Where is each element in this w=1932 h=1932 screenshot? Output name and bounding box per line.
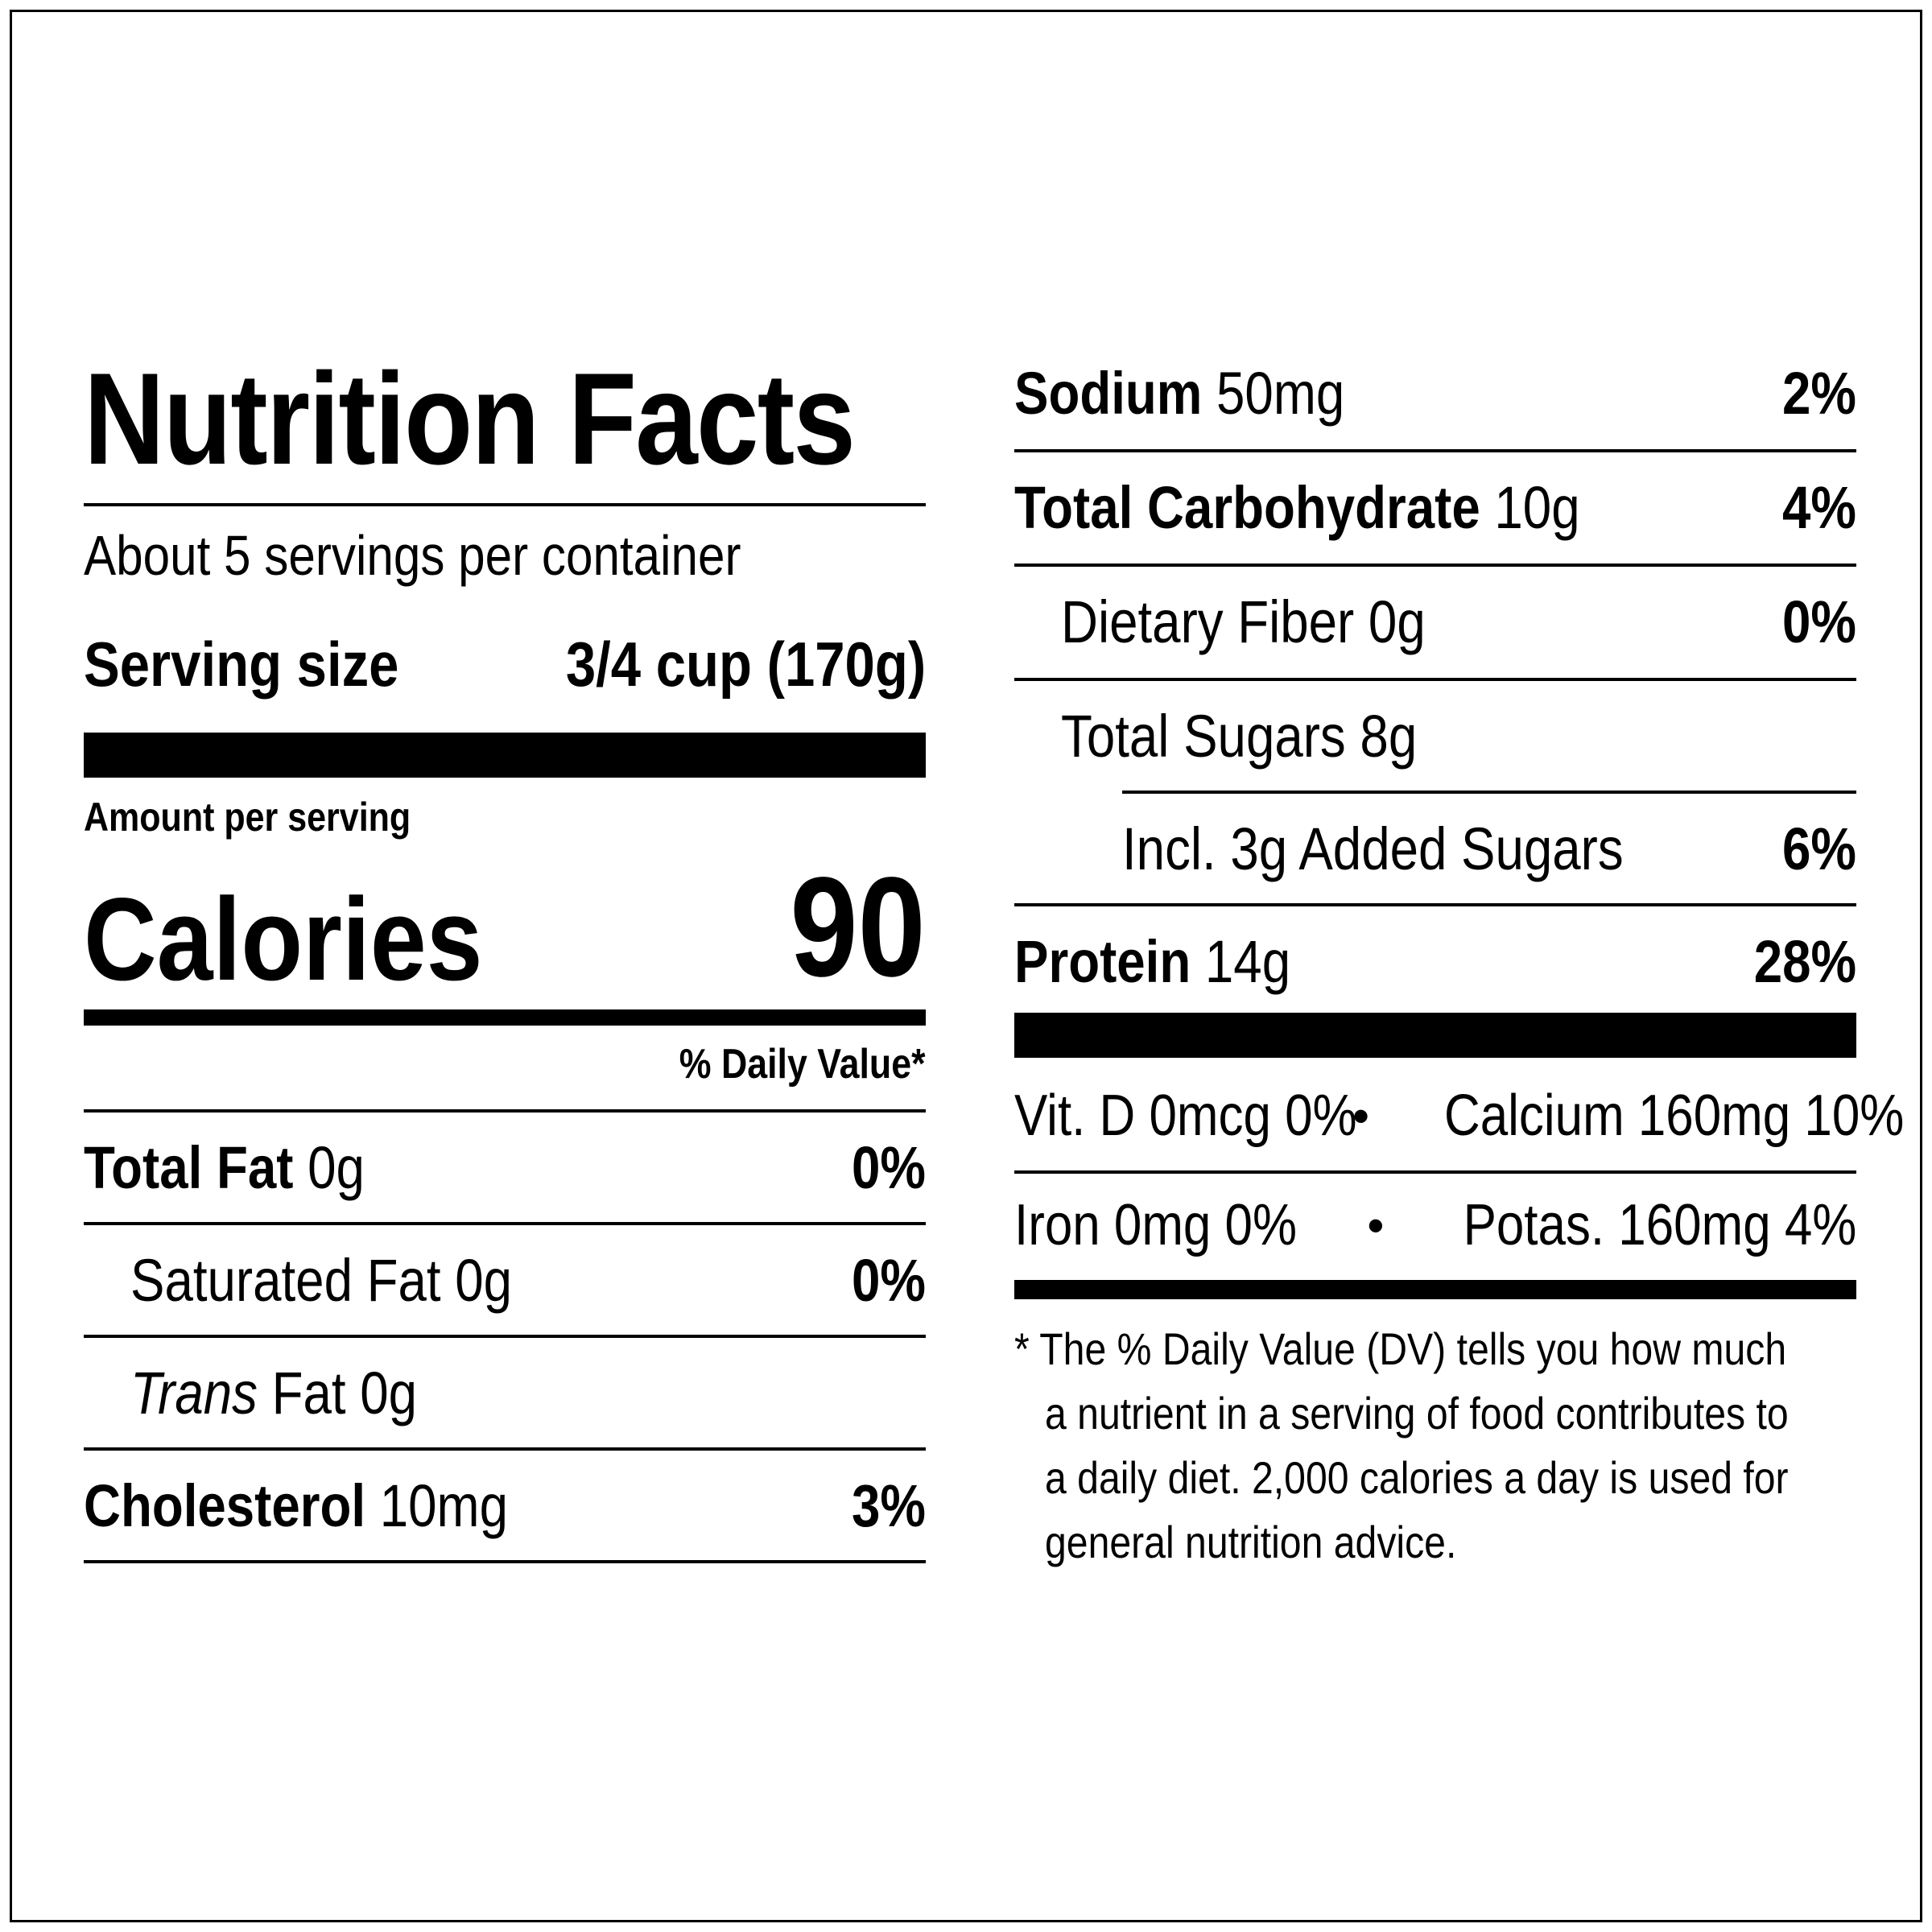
serving-size-row: Serving size 3/4 cup (170g): [84, 620, 926, 708]
calories-label: Calories: [84, 873, 483, 1005]
footnote-line: general nutrition advice.: [1045, 1517, 1457, 1567]
nutrient-row-total-fat: Total Fat 0g 0%: [84, 1113, 926, 1222]
nutrient-row-added-sugars: Incl. 3g Added Sugars 6%: [1014, 794, 1856, 903]
nutrient-dv: 28%: [1753, 927, 1856, 995]
medium-bar: [84, 1009, 926, 1026]
nutrient-row-saturated-fat: Saturated Fat 0g 0%: [84, 1225, 926, 1335]
footnote-line: a nutrient in a serving of food contribu…: [1045, 1388, 1789, 1439]
amount-per-serving: Amount per serving: [84, 795, 411, 840]
vitamin-row-2: Iron 0mg 0% • Potas. 160mg 4%: [1014, 1174, 1856, 1277]
medium-bar: [1014, 1280, 1856, 1299]
servings-per-container: About 5 servings per container: [84, 524, 741, 587]
nutrient-name: Total Sugars 8g: [1061, 702, 1418, 770]
nutrient-dv: 2%: [1782, 359, 1856, 427]
nutrient-name: Cholesterol: [84, 1472, 366, 1539]
bullet: •: [1352, 1088, 1370, 1143]
nutrient-name: Saturated Fat 0g: [130, 1246, 513, 1314]
divider: [84, 1560, 926, 1563]
footnote-line: * The % Daily Value (DV) tells you how m…: [1014, 1323, 1787, 1374]
thick-bar: [1014, 1013, 1856, 1058]
nutrient-name: Total Fat: [84, 1133, 294, 1201]
nutrient-row-cholesterol: Cholesterol 10mg 3%: [84, 1451, 926, 1560]
serving-size-value: 3/4 cup (170g): [565, 628, 926, 700]
nutrient-amount: 0g: [308, 1133, 365, 1201]
nutrient-dv: 3%: [852, 1472, 926, 1539]
divider: [84, 1447, 926, 1451]
thick-bar: [84, 733, 926, 778]
divider: [84, 503, 926, 506]
bullet: •: [1367, 1198, 1385, 1253]
label-frame: [10, 10, 1922, 1922]
iron: Iron 0mg 0%: [1014, 1193, 1298, 1257]
nutrient-amount: 10mg: [379, 1472, 508, 1539]
divider: [84, 1222, 926, 1225]
divider: [1122, 791, 1856, 794]
footnote-line: a daily diet. 2,000 calories a day is us…: [1045, 1452, 1789, 1503]
divider: [84, 1335, 926, 1338]
nutrient-row-protein: Protein 14g 28%: [1014, 906, 1856, 1016]
nutrient-name-italic: Trans: [130, 1359, 258, 1426]
divider: [1014, 564, 1856, 567]
nutrient-row-dietary-fiber: Dietary Fiber 0g 0%: [1014, 567, 1856, 676]
nutrient-amount: 50mg: [1216, 359, 1345, 427]
nutrient-name: Protein: [1014, 927, 1191, 995]
nutrient-dv: 0%: [852, 1246, 926, 1314]
nutrient-dv: 0%: [852, 1133, 926, 1201]
calcium: Calcium 160mg 10%: [1444, 1084, 1905, 1148]
divider: [1014, 449, 1856, 452]
divider: [1014, 678, 1856, 681]
nutrient-dv: 6%: [1782, 815, 1856, 882]
nutrient-row-sodium: Sodium 50mg 2%: [1014, 338, 1856, 448]
calories-value: 90: [790, 848, 926, 1006]
nutrient-name: Sodium: [1014, 359, 1203, 427]
nutrient-dv: 0%: [1782, 588, 1856, 655]
vitamin-d: Vit. D 0mcg 0%: [1014, 1084, 1357, 1148]
potassium: Potas. 160mg 4%: [1463, 1193, 1856, 1257]
footnote: * The % Daily Value (DV) tells you how m…: [1014, 1317, 1856, 1575]
nutrient-name: Incl. 3g Added Sugars: [1122, 815, 1624, 882]
daily-value-header: % Daily Value*: [679, 1041, 926, 1088]
nutrient-row-trans-fat: Trans Fat 0g: [84, 1338, 926, 1447]
nutrient-amount: 10g: [1494, 473, 1580, 541]
divider: [1014, 903, 1856, 906]
nutrient-dv: 4%: [1782, 473, 1856, 541]
nutrient-row-total-sugars: Total Sugars 8g: [1014, 681, 1856, 791]
nutrient-name: Fat 0g: [271, 1359, 418, 1426]
serving-size-label: Serving size: [84, 628, 399, 700]
page-title: Nutrition Facts: [84, 346, 856, 492]
vitamin-row-1: Vit. D 0mcg 0% • Calcium 160mg 10%: [1014, 1061, 1904, 1170]
nutrient-amount: 14g: [1204, 927, 1291, 995]
calories-row: Calories 90: [84, 821, 926, 998]
nutrient-name: Dietary Fiber 0g: [1061, 588, 1426, 655]
nutrient-row-total-carbohydrate: Total Carbohydrate 10g 4%: [1014, 452, 1856, 562]
divider: [84, 1109, 926, 1113]
divider: [1014, 1170, 1856, 1174]
nutrient-name: Total Carbohydrate: [1014, 473, 1480, 541]
